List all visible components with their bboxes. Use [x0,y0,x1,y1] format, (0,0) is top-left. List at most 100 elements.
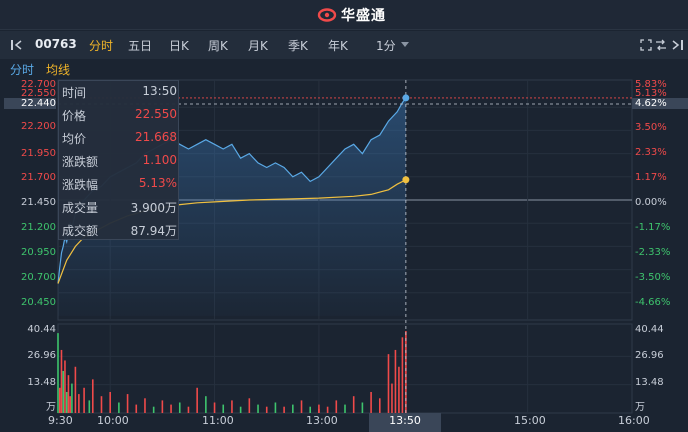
expand-icon[interactable] [639,38,653,52]
crosshair-time-label: 13:50 [369,413,441,432]
stock-code: 00763 [35,37,77,51]
volume-bar [274,402,277,413]
volume-bar [161,400,164,413]
volume-bar [196,387,198,413]
tab-timeshare[interactable]: 分时 [89,39,114,53]
volume-bar [398,366,400,413]
panel-toggle-icon[interactable] [10,38,24,52]
tooltip-key: 时间 [62,86,87,100]
left-price-label: 20.700 [21,272,56,283]
volume-bar [65,391,68,413]
volume-bar [126,394,129,413]
volume-bar [187,406,190,413]
brand-name: 华盛通 [341,8,386,24]
right-pct-label: -2.33% [635,247,671,258]
volume-bar [352,396,355,413]
volume-bar [91,379,94,413]
tooltip-value: 22.550 [135,107,177,121]
volume-label-right: 13.48 [635,377,664,388]
average-marker [402,176,410,184]
volume-bar [178,402,181,413]
time-label: 11:00 [202,414,234,427]
left-price-label: 21.950 [21,148,56,159]
tooltip-key: 均价 [62,132,87,146]
volume-bar [118,402,120,413]
volume-bar [265,406,268,413]
right-pct-label: 2.33% [635,147,667,158]
left-price-label: 20.450 [21,297,56,308]
volume-bar [69,396,71,413]
crosshair-pct-label: 4.62% [632,98,688,109]
tooltip-key: 成交额 [62,224,99,238]
volume-bar [64,360,66,413]
volume-bar [144,398,146,413]
volume-bar [387,354,390,413]
time-label: 10:00 [97,414,129,427]
right-pct-label: 0.00% [635,197,667,208]
volume-bar [71,383,73,413]
volume-bar [326,406,329,413]
interval-dropdown-icon[interactable] [400,41,410,49]
volume-bar [109,391,111,413]
indicator-timeshare[interactable]: 分时 [10,63,35,77]
left-price-label: 22.700 [21,79,56,90]
volume-bar [135,404,138,413]
tooltip-row-price: 价格 22.550 [59,104,180,126]
volume-bar [67,375,70,413]
volume-bar [300,400,303,413]
indicator-average[interactable]: 均线 [46,63,71,77]
time-label: 15:00 [514,414,546,427]
tooltip-row-change-pct: 涨跌幅 5.13% [59,173,180,195]
volume-bar [309,406,312,413]
volume-bar [370,391,372,413]
volume-bar [318,404,320,413]
tab-daily-k[interactable]: 日K [169,39,189,53]
compare-icon[interactable] [654,38,668,52]
volume-bar [60,349,63,413]
volume-bar [78,394,80,413]
volume-bar [74,366,77,413]
right-pct-label: -4.66% [635,297,671,308]
tooltip-value: 1.100 [142,153,177,167]
tab-monthly-k[interactable]: 月K [248,39,268,53]
volume-label-left: 26.96 [27,350,56,361]
last-price-label: 22.550 [6,88,56,99]
volume-bar [394,349,397,413]
tab-quarterly-k[interactable]: 季K [288,39,308,53]
tooltip-key: 涨跌幅 [62,178,99,192]
tab-weekly-k[interactable]: 周K [208,39,228,53]
time-label: 13:00 [306,414,338,427]
volume-bar [239,406,242,413]
right-pct-label: 1.17% [635,172,667,183]
volume-bar [170,404,172,413]
crosshair-price-label: 22.440 [4,98,56,109]
volume-bar [257,404,259,413]
volume-bar [292,404,294,413]
volume-bar [222,404,225,413]
tab-five-day[interactable]: 五日 [128,39,153,53]
tooltip-key: 涨跌额 [62,155,99,169]
volume-bar [83,387,85,413]
volume-label-right: 40.44 [635,324,664,335]
left-price-label: 22.200 [21,121,56,132]
volume-bar [335,400,338,413]
time-label: 16:00 [618,414,650,427]
tooltip-value: 5.13% [138,176,177,190]
tooltip-value: 21.668 [135,130,177,144]
left-price-label: 21.700 [21,172,56,183]
tooltip-value: 13:50 [142,84,177,98]
right-pct-label: -1.17% [635,222,671,233]
volume-bar [401,337,404,413]
tooltip-key: 成交量 [62,201,99,215]
volume-label-left: 40.44 [27,324,56,335]
left-price-label: 20.950 [21,247,56,258]
tooltip-value: 87.94万 [130,224,177,238]
volume-bar [248,398,251,413]
volume-bar [405,331,407,413]
volume-bar [231,400,233,413]
interval-select[interactable]: 1分 [376,39,396,53]
right-pct-label: -3.50% [635,272,671,283]
collapse-panel-icon[interactable] [670,38,684,52]
crosshair-tooltip: 时间 13:50 价格 22.550 均价 21.668 涨跌额 1.100 涨… [58,80,179,240]
tab-yearly-k[interactable]: 年K [328,39,348,53]
